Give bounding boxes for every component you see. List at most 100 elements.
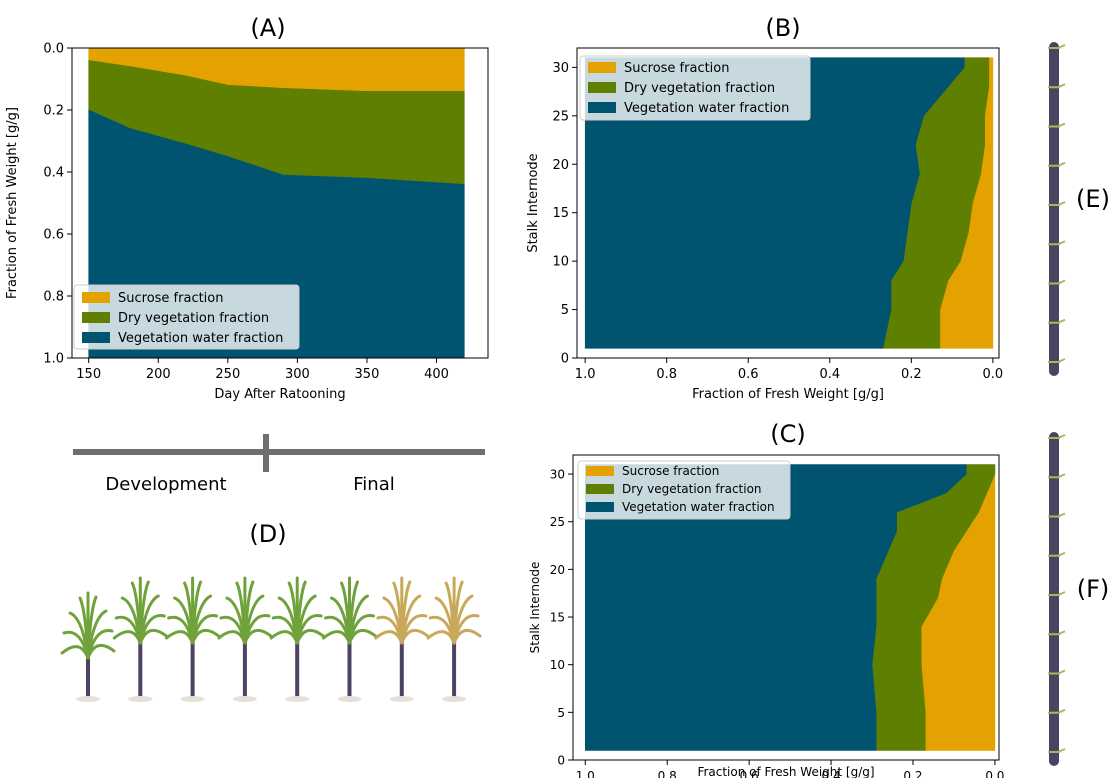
legend-entry-sucrose-fraction: Sucrose fraction: [624, 61, 730, 76]
plot-frame: [576, 47, 1000, 359]
y-tick-label: 0.6: [43, 228, 64, 243]
y-axis-label: Fraction of Fresh Weight [g/g]: [5, 107, 20, 299]
plant-roots: [180, 696, 205, 702]
x-tick-label: 0.0: [983, 367, 1004, 382]
legend-entry-vegetation-water-fraction: Vegetation water fraction: [624, 101, 789, 116]
x-tick-label: 0.2: [903, 769, 922, 778]
plant-stalk: [138, 628, 143, 698]
sugarcane-plant: [112, 576, 168, 702]
panel-label-f: (F): [1077, 575, 1110, 603]
stalk-leaf-sheath: [1057, 279, 1066, 285]
area-vegetation-water-fraction: [584, 57, 965, 349]
legend-entry-sucrose-fraction: Sucrose fraction: [118, 291, 224, 306]
plant-leaf: [269, 630, 299, 645]
plant-roots: [232, 696, 257, 702]
stalk-leaf-sheath: [1057, 591, 1066, 596]
plant-leaf: [452, 628, 482, 645]
x-tick-label: 1.0: [575, 367, 596, 382]
legend-swatch-dry-vegetation-fraction: [586, 484, 614, 494]
sugarcane-plant: [217, 576, 273, 702]
plant-stalk: [347, 628, 352, 698]
legend-swatch-dry-vegetation-fraction: [588, 82, 616, 93]
plant-leaf: [374, 630, 404, 645]
plant-roots: [442, 696, 467, 702]
plant-roots: [337, 696, 362, 702]
legend-swatch-vegetation-water-fraction: [586, 502, 614, 512]
legend-entry-sucrose-fraction: Sucrose fraction: [622, 464, 719, 478]
stalk-leaf-sheath: [1057, 358, 1066, 363]
stalk-leaf-sheath: [1057, 630, 1066, 636]
x-tick-label: 250: [215, 367, 240, 382]
plant-leaf: [165, 630, 195, 645]
y-tick-label: 15: [550, 611, 565, 625]
panel-label-a: (A): [250, 14, 285, 42]
plant-leaf: [60, 645, 90, 660]
legend-swatch-dry-vegetation-fraction: [82, 312, 110, 323]
sugarcane-plants-illustration: [60, 576, 482, 702]
stalk-leaf-sheath: [1057, 318, 1066, 324]
y-tick-label: 10: [552, 255, 569, 270]
stalk-leaf-sheath: [1057, 669, 1066, 675]
stalk-leaf-sheath: [1057, 748, 1066, 753]
legend: Sucrose fraction Dry vegetation fraction V…: [73, 284, 300, 350]
y-axis-label: Stalk Internode: [526, 153, 541, 252]
stalk-leaf-sheath: [1057, 201, 1066, 206]
y-tick-label: 0: [557, 754, 565, 768]
y-tick-label: 20: [550, 563, 565, 577]
legend-box: [73, 284, 300, 350]
legend-entry-dry-vegetation-fraction: Dry vegetation fraction: [624, 81, 775, 96]
x-tick-label: 0.6: [740, 769, 759, 778]
stalk-leaf-sheath: [1057, 551, 1066, 557]
stalk-illustration-e: [1048, 42, 1066, 376]
legend-swatch-vegetation-water-fraction: [82, 332, 110, 343]
plot-frame: [572, 454, 1000, 761]
legend-swatch-vegetation-water-fraction: [588, 102, 616, 113]
stalk-illustration-f: [1048, 432, 1066, 766]
x-axis-label: Fraction of Fresh Weight [g/g]: [697, 765, 874, 778]
y-tick-label: 5: [557, 706, 565, 720]
legend-swatch-sucrose-fraction: [82, 292, 110, 303]
stalk: [1049, 432, 1059, 766]
x-tick-label: 0.4: [819, 367, 840, 382]
plant-stalk: [190, 628, 195, 698]
x-tick-label: 0.8: [658, 769, 677, 778]
plant-leaf: [348, 628, 377, 645]
x-tick-label: 0.2: [901, 367, 922, 382]
legend-swatch-sucrose-fraction: [586, 466, 614, 476]
stalk-leaf-sheath: [1057, 122, 1066, 128]
plant-leaf: [86, 643, 116, 660]
plant-leaf: [191, 628, 221, 645]
legend-entry-vegetation-water-fraction: Vegetation water fraction: [622, 500, 775, 514]
legend-swatch-sucrose-fraction: [588, 62, 616, 73]
stalk-leaf-sheath: [1057, 512, 1066, 518]
y-tick-label: 0: [561, 352, 569, 367]
stalk-leaf-sheath: [1057, 240, 1066, 246]
plot-frame: [71, 47, 489, 359]
legend-entry-dry-vegetation-fraction: Dry vegetation fraction: [118, 311, 269, 326]
legend: Sucrose fraction Dry vegetation fraction V…: [577, 460, 791, 520]
y-tick-label: 0.2: [43, 104, 64, 119]
plant-roots: [76, 696, 100, 702]
y-tick-label: 10: [550, 658, 565, 672]
plant-leaf: [295, 628, 325, 645]
stalk: [1049, 42, 1059, 376]
legend-entry-dry-vegetation-fraction: Dry vegetation fraction: [622, 482, 762, 496]
sugarcane-plant: [374, 576, 430, 702]
area-vegetation-water-fraction: [585, 464, 967, 751]
stalk-leaf-sheath: [1057, 434, 1066, 439]
x-axis-label: Day After Ratooning: [214, 387, 345, 402]
sugarcane-plant: [165, 576, 221, 702]
legend: Sucrose fraction Dry vegetation fraction V…: [579, 55, 811, 121]
panel-label-b: (B): [765, 14, 800, 42]
x-tick-label: 0.6: [738, 367, 759, 382]
sugarcane-plant: [322, 576, 377, 702]
sugarcane-plant: [426, 576, 482, 702]
timeline-final-label: Final: [353, 474, 394, 495]
x-tick-label: 300: [285, 367, 310, 382]
y-tick-label: 0.4: [43, 166, 64, 181]
x-tick-label: 1.0: [576, 769, 595, 778]
y-tick-label: 0.0: [43, 42, 64, 57]
legend-entry-vegetation-water-fraction: Vegetation water fraction: [118, 331, 283, 346]
stalk-leaf-sheath: [1057, 708, 1066, 714]
y-tick-label: 1.0: [43, 352, 64, 367]
